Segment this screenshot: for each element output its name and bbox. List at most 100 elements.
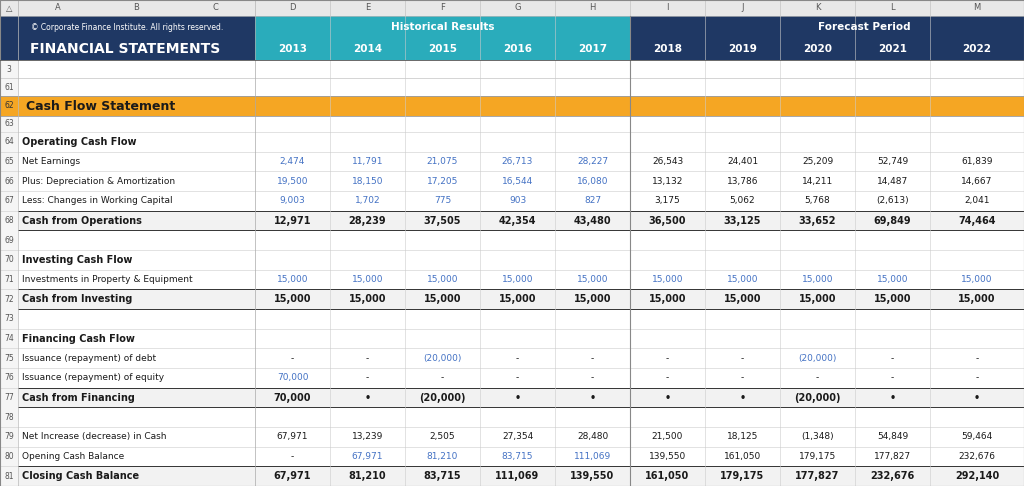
Text: 15,000: 15,000 (499, 294, 537, 304)
Text: 903: 903 (509, 196, 526, 205)
Text: 2021: 2021 (878, 44, 907, 54)
Text: 67: 67 (4, 196, 14, 205)
Bar (0, 132, 18, 152)
Text: 14,667: 14,667 (962, 177, 992, 186)
Bar (0, 16, 255, 38)
Text: 62: 62 (4, 102, 13, 110)
Bar (0, 447, 1024, 467)
Text: (2,613): (2,613) (877, 196, 909, 205)
Text: 177,827: 177,827 (796, 471, 840, 481)
Text: 73: 73 (4, 314, 14, 323)
Text: 15,000: 15,000 (873, 294, 911, 304)
Text: 74,464: 74,464 (958, 215, 995, 226)
Text: 775: 775 (434, 196, 452, 205)
Bar (0, 309, 1024, 329)
Text: 111,069: 111,069 (496, 471, 540, 481)
Text: 69,849: 69,849 (873, 215, 911, 226)
Text: Forecast Period: Forecast Period (818, 22, 910, 32)
Bar (0, 230, 1024, 250)
Text: -: - (591, 373, 594, 382)
Text: Net Earnings: Net Earnings (22, 157, 80, 166)
Bar (0, 116, 18, 132)
Text: •: • (974, 393, 980, 402)
Text: -: - (976, 373, 979, 382)
Text: Historical Results: Historical Results (391, 22, 495, 32)
Text: 2013: 2013 (278, 44, 307, 54)
Text: 179,175: 179,175 (799, 452, 837, 461)
Text: D: D (289, 3, 296, 13)
Text: -: - (666, 354, 669, 363)
Text: 83,715: 83,715 (502, 452, 534, 461)
Bar (0, 309, 18, 329)
Bar (0, 348, 1024, 368)
Text: Plus: Depreciation & Amortization: Plus: Depreciation & Amortization (22, 177, 175, 186)
Text: 33,125: 33,125 (724, 215, 761, 226)
Text: 2,474: 2,474 (280, 157, 305, 166)
Text: 18,125: 18,125 (727, 433, 758, 441)
Bar (0, 152, 18, 172)
Text: -: - (291, 452, 294, 461)
Bar (0, 407, 1024, 427)
Text: -: - (516, 354, 519, 363)
Text: 67,971: 67,971 (352, 452, 383, 461)
Text: (20,000): (20,000) (795, 393, 841, 402)
Bar (0, 270, 1024, 289)
Text: 67,971: 67,971 (273, 471, 311, 481)
Bar (705, 38, 1024, 60)
Text: 28,227: 28,227 (577, 157, 608, 166)
Bar (0, 191, 18, 210)
Text: 13,132: 13,132 (652, 177, 683, 186)
Text: 2019: 2019 (728, 44, 757, 54)
Text: 2022: 2022 (963, 44, 991, 54)
Bar (0, 172, 18, 191)
Text: Opening Cash Balance: Opening Cash Balance (22, 452, 124, 461)
Text: 26,543: 26,543 (652, 157, 683, 166)
Text: Investing Cash Flow: Investing Cash Flow (22, 255, 132, 265)
Text: FINANCIAL STATEMENTS: FINANCIAL STATEMENTS (30, 42, 220, 56)
Text: B: B (133, 3, 139, 13)
Text: 21,075: 21,075 (427, 157, 458, 166)
Text: 15,000: 15,000 (962, 275, 992, 284)
Text: 15,000: 15,000 (502, 275, 534, 284)
Text: Net Increase (decrease) in Cash: Net Increase (decrease) in Cash (22, 433, 167, 441)
Text: 12,971: 12,971 (273, 215, 311, 226)
Text: C: C (213, 3, 218, 13)
Text: 15,000: 15,000 (349, 294, 386, 304)
Text: 21,500: 21,500 (652, 433, 683, 441)
Text: •: • (665, 393, 671, 402)
Text: 72: 72 (4, 295, 13, 304)
Text: Cash Flow Statement: Cash Flow Statement (26, 100, 175, 112)
Text: 75: 75 (4, 354, 14, 363)
Text: E: E (365, 3, 370, 13)
Text: 81: 81 (4, 472, 13, 481)
Bar (0, 116, 1024, 132)
Text: -: - (816, 373, 819, 382)
Bar (0, 78, 1024, 96)
Text: 13,239: 13,239 (352, 433, 383, 441)
Bar (0, 250, 18, 270)
Text: 43,480: 43,480 (573, 215, 611, 226)
Text: -: - (891, 373, 894, 382)
Text: 2018: 2018 (653, 44, 682, 54)
Bar (0, 270, 18, 289)
Text: 64: 64 (4, 138, 14, 146)
Bar (705, 16, 1024, 38)
Text: 54,849: 54,849 (877, 433, 908, 441)
Text: 81,210: 81,210 (427, 452, 458, 461)
Text: 52,749: 52,749 (877, 157, 908, 166)
Text: 2020: 2020 (803, 44, 831, 54)
Text: Cash from Operations: Cash from Operations (22, 215, 142, 226)
Text: 71: 71 (4, 275, 13, 284)
Text: 15,000: 15,000 (273, 294, 311, 304)
Text: 70,000: 70,000 (273, 393, 311, 402)
Text: 292,140: 292,140 (954, 471, 999, 481)
Bar (0, 210, 1024, 230)
Text: 74: 74 (4, 334, 14, 343)
Text: 37,505: 37,505 (424, 215, 461, 226)
Text: 111,069: 111,069 (573, 452, 611, 461)
Text: 66: 66 (4, 177, 14, 186)
Bar (0, 38, 255, 60)
Text: 15,000: 15,000 (573, 294, 611, 304)
Text: 15,000: 15,000 (649, 294, 686, 304)
Text: 2,505: 2,505 (430, 433, 456, 441)
